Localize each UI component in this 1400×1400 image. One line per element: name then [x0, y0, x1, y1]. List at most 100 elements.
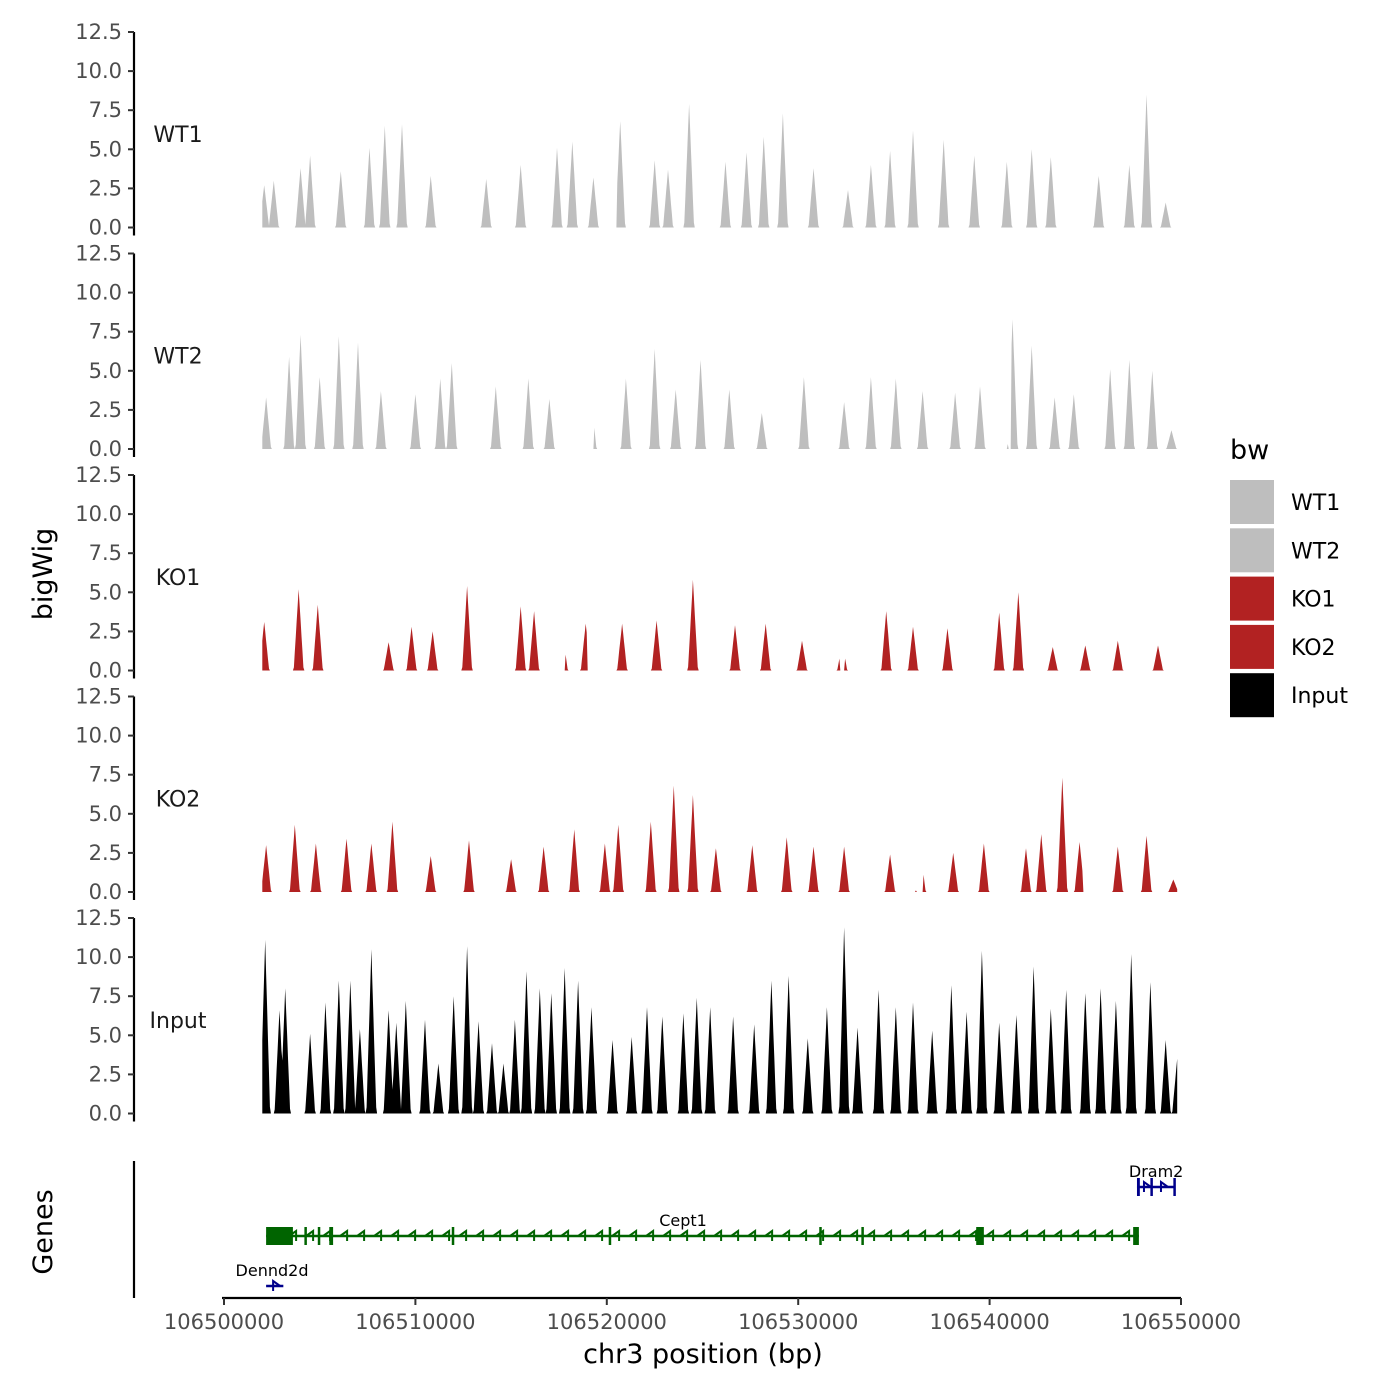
- y-tick-label: 10.0: [75, 59, 122, 83]
- strand-chevron: [628, 1229, 638, 1241]
- track-label: KO2: [156, 788, 201, 813]
- legend-label: Input: [1291, 684, 1348, 709]
- strand-chevron: [1070, 1229, 1080, 1241]
- legend: bw WT1 WT2 KO1 KO2 Input: [1230, 435, 1348, 718]
- y-tick-label: 12.5: [75, 20, 122, 44]
- y-tick-label: 5.0: [89, 802, 122, 826]
- gene-exon: [329, 1227, 334, 1245]
- gene-exon: [1133, 1227, 1139, 1245]
- signal-tracks: 0.0 2.5 5.0 7.5 10.0 12.5 WT1 0.0 2.5 5.0 7.5 10.0 1…: [75, 20, 1178, 1126]
- strand-chevron: [713, 1229, 723, 1241]
- strand-chevron: [475, 1229, 485, 1241]
- track-wt1: 0.0 2.5 5.0 7.5 10.0 12.5 WT1: [75, 20, 1178, 240]
- strand-chevron: [526, 1229, 536, 1241]
- strand-chevron: [458, 1229, 468, 1241]
- signal-area-ko2: [262, 777, 1178, 892]
- strand-chevron: [815, 1229, 825, 1241]
- strand-chevron: [679, 1229, 689, 1241]
- y-tick-label: 7.5: [89, 763, 122, 787]
- x-axis: 106500000 106510000 106520000 106530000 1065…: [164, 1296, 1241, 1334]
- legend-label: KO1: [1291, 588, 1336, 613]
- y-tick-label: 12.5: [75, 685, 122, 709]
- strand-chevron: [798, 1229, 808, 1241]
- x-tick-label: 106540000: [929, 1310, 1049, 1334]
- y-tick-label: 5.0: [89, 580, 122, 604]
- y-tick-label: 2.5: [89, 398, 122, 422]
- y-tick-label: 5.0: [89, 359, 122, 383]
- strand-chevron: [883, 1229, 893, 1241]
- gene-exon: [304, 1227, 307, 1245]
- gene-exon: [608, 1227, 612, 1245]
- strand-chevron: [730, 1229, 740, 1241]
- gene-exon: [266, 1227, 293, 1245]
- strand-chevron: [866, 1229, 876, 1241]
- strand-chevron: [543, 1229, 553, 1241]
- y-tick-label: 12.5: [75, 906, 122, 930]
- strand-chevron: [356, 1229, 366, 1241]
- strand-chevron: [747, 1229, 757, 1241]
- strand-chevron: [339, 1229, 349, 1241]
- y-axis-title: bigWig: [28, 528, 59, 621]
- track-label: KO1: [156, 566, 201, 591]
- legend-title: bw: [1230, 435, 1269, 466]
- y-tick-label: 10.0: [75, 724, 122, 748]
- track-wt2: 0.0 2.5 5.0 7.5 10.0 12.5 WT2: [75, 242, 1178, 461]
- strand-chevron: [272, 1279, 281, 1291]
- strand-chevron: [407, 1229, 417, 1241]
- strand-chevron: [645, 1229, 655, 1241]
- gene-exon: [1136, 1178, 1140, 1196]
- strand-chevron: [390, 1229, 400, 1241]
- strand-chevron: [1142, 1180, 1152, 1192]
- y-tick-label: 7.5: [89, 541, 122, 565]
- legend-label: KO2: [1291, 636, 1336, 661]
- strand-chevron: [577, 1229, 587, 1241]
- signal-area-wt2: [262, 319, 1178, 449]
- x-tick-label: 106550000: [1121, 1310, 1241, 1334]
- strand-chevron: [1087, 1229, 1097, 1241]
- gene-exon: [976, 1227, 984, 1245]
- y-tick-label: 5.0: [89, 137, 122, 161]
- strand-chevron: [1019, 1229, 1029, 1241]
- y-tick-label: 12.5: [75, 463, 122, 487]
- strand-chevron: [917, 1229, 927, 1241]
- gene-label: Dram2: [1129, 1162, 1183, 1181]
- strand-chevron: [832, 1229, 842, 1241]
- gene-dram2: Dram2: [1129, 1162, 1183, 1196]
- legend-swatch-ko2: [1230, 624, 1274, 669]
- strand-chevron: [509, 1229, 519, 1241]
- x-tick-label: 106520000: [547, 1310, 667, 1334]
- strand-chevron: [934, 1229, 944, 1241]
- strand-chevron: [1053, 1229, 1063, 1241]
- strand-chevron: [560, 1229, 570, 1241]
- y-tick-label: 7.5: [89, 98, 122, 122]
- strand-chevron: [594, 1229, 604, 1241]
- x-tick-label: 106500000: [164, 1310, 284, 1334]
- gene-exon: [819, 1227, 822, 1245]
- strand-chevron: [662, 1229, 672, 1241]
- gene-track: Dram2 Cept1 Dennd2d: [132, 1161, 1183, 1298]
- y-tick-label: 0.0: [89, 659, 122, 683]
- strand-chevron: [305, 1229, 315, 1241]
- y-tick-label: 2.5: [89, 176, 122, 200]
- strand-chevron: [985, 1229, 995, 1241]
- strand-chevron: [764, 1229, 774, 1241]
- strand-chevron: [1036, 1229, 1046, 1241]
- y-tick-label: 0.0: [89, 437, 122, 461]
- strand-chevron: [849, 1229, 859, 1241]
- strand-chevron: [424, 1229, 434, 1241]
- gene-exon: [861, 1227, 864, 1245]
- legend-swatch-ko1: [1230, 576, 1274, 621]
- y-tick-label: 2.5: [89, 841, 122, 865]
- strand-chevron: [968, 1229, 978, 1241]
- strand-chevron: [1121, 1229, 1131, 1241]
- y-tick-label: 2.5: [89, 1062, 122, 1086]
- y-tick-label: 10.0: [75, 945, 122, 969]
- gene-exon: [1173, 1178, 1176, 1196]
- strand-chevron: [373, 1229, 383, 1241]
- strand-chevron: [781, 1229, 791, 1241]
- legend-label: WT1: [1291, 491, 1340, 516]
- gene-label: Cept1: [659, 1211, 707, 1230]
- strand-chevron: [611, 1229, 621, 1241]
- y-tick-label: 12.5: [75, 242, 122, 266]
